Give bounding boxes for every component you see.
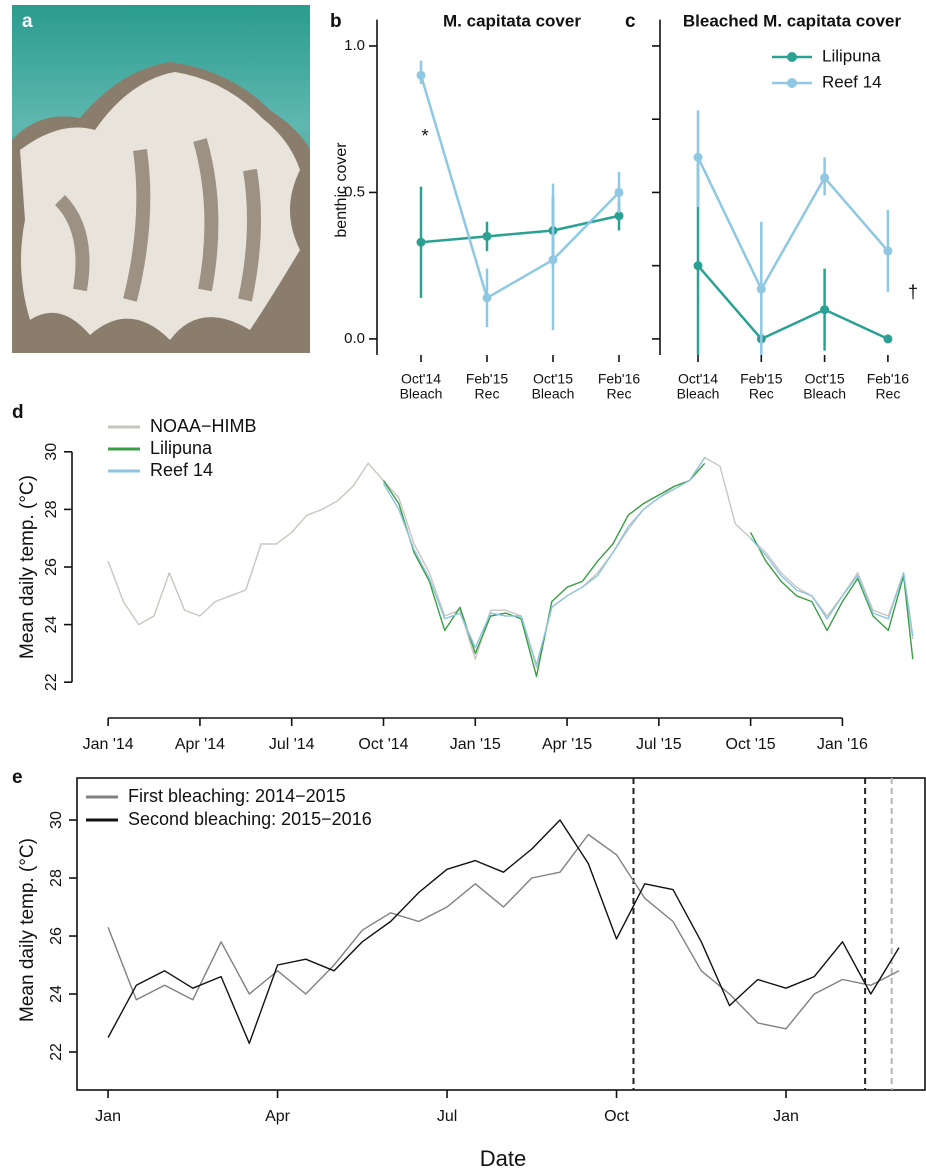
x-tick-label: Bleach bbox=[532, 386, 575, 402]
point bbox=[693, 261, 703, 271]
x-tick-label: Bleach bbox=[677, 386, 720, 402]
y-axis-label: benthic cover bbox=[333, 142, 350, 238]
point bbox=[416, 70, 426, 80]
point bbox=[482, 231, 492, 241]
coral-shadows bbox=[54, 138, 261, 302]
y-tick-label: 26 bbox=[48, 927, 65, 945]
x-tick-label: Rec bbox=[875, 386, 900, 402]
x-tick-label: Jul '15 bbox=[636, 736, 682, 753]
y-axis-label: Mean daily temp. (°C) bbox=[17, 475, 38, 659]
y-tick-label: 30 bbox=[43, 443, 60, 461]
panel-label: a bbox=[22, 11, 33, 32]
x-tick-label: Apr '15 bbox=[542, 736, 592, 753]
series-line bbox=[107, 833, 900, 1030]
x-tick-label: Feb'15 bbox=[740, 371, 783, 387]
photo bbox=[12, 5, 310, 353]
legend-label: Lilipuna bbox=[822, 46, 881, 65]
plot-area bbox=[416, 60, 624, 331]
chart-title: Bleached M. capitata cover bbox=[683, 11, 902, 30]
x-tick-label: Apr bbox=[265, 1108, 291, 1125]
annotation: * bbox=[421, 126, 428, 146]
x-tick-label: Feb'16 bbox=[867, 371, 910, 387]
point bbox=[614, 211, 624, 221]
series-line bbox=[382, 462, 914, 678]
series-line bbox=[107, 456, 914, 669]
y-tick-label: 30 bbox=[48, 811, 65, 829]
legend-label: NOAA−HIMB bbox=[150, 416, 257, 436]
x-tick-label: Rec bbox=[607, 386, 632, 402]
point bbox=[820, 305, 830, 315]
legend-label: Reef 14 bbox=[150, 460, 213, 480]
x-tick-label: Rec bbox=[749, 386, 774, 402]
x-axis-label: Date bbox=[480, 1146, 526, 1171]
panel-label: b bbox=[330, 11, 342, 32]
series-line bbox=[696, 156, 889, 291]
legend-marker bbox=[787, 78, 797, 88]
x-tick-label: Jan '14 bbox=[83, 736, 134, 753]
y-tick-label: 0.0 bbox=[344, 330, 365, 347]
y-tick-label: 26 bbox=[43, 558, 60, 576]
y-tick-label: 28 bbox=[43, 500, 60, 518]
legend-label: First bleaching: 2014−2015 bbox=[128, 786, 346, 806]
panel-label: d bbox=[12, 402, 24, 423]
x-tick-label: Feb'16 bbox=[598, 371, 641, 387]
annotation: † bbox=[908, 282, 918, 302]
x-tick-label: Jan bbox=[95, 1108, 121, 1125]
x-tick-label: Oct'15 bbox=[533, 371, 573, 387]
x-tick-label: Oct'14 bbox=[678, 371, 718, 387]
plot-area bbox=[107, 819, 900, 1044]
series-line bbox=[419, 74, 620, 300]
panel-label: e bbox=[12, 767, 23, 788]
point bbox=[482, 293, 492, 303]
point bbox=[756, 284, 766, 294]
plot-frame bbox=[76, 777, 926, 1091]
plot-area bbox=[693, 110, 893, 355]
series-line bbox=[420, 214, 620, 244]
point bbox=[416, 237, 426, 247]
x-tick-label: Feb'15 bbox=[466, 371, 509, 387]
x-tick-label: Jan bbox=[773, 1108, 799, 1125]
x-tick-label: Jan '16 bbox=[817, 736, 868, 753]
legend-label: Second bleaching: 2015−2016 bbox=[128, 809, 372, 829]
legend-marker bbox=[787, 52, 797, 62]
point bbox=[548, 255, 558, 265]
series-line bbox=[382, 457, 914, 666]
legend-label: Lilipuna bbox=[150, 438, 213, 458]
y-tick-label: 22 bbox=[43, 673, 60, 691]
x-tick-label: Bleach bbox=[803, 386, 846, 402]
chart-title: M. capitata cover bbox=[443, 11, 581, 30]
x-tick-label: Oct'15 bbox=[805, 371, 845, 387]
x-tick-label: Bleach bbox=[400, 386, 443, 402]
point bbox=[693, 152, 703, 162]
x-tick-label: Oct '15 bbox=[726, 736, 776, 753]
legend-label: Reef 14 bbox=[822, 72, 882, 91]
series-line bbox=[107, 819, 900, 1044]
y-axis-label: Mean daily temp. (°C) bbox=[17, 838, 38, 1022]
panel-label: c bbox=[625, 11, 636, 32]
y-tick-label: 24 bbox=[48, 985, 65, 1003]
x-tick-label: Jul '14 bbox=[269, 736, 315, 753]
y-tick-label: 0.5 bbox=[344, 183, 365, 200]
x-tick-label: Oct '14 bbox=[358, 736, 408, 753]
point bbox=[820, 173, 830, 183]
x-tick-label: Jan '15 bbox=[450, 736, 501, 753]
y-tick-label: 28 bbox=[48, 869, 65, 887]
point bbox=[883, 246, 893, 256]
y-tick-label: 24 bbox=[43, 616, 60, 634]
point bbox=[883, 334, 893, 344]
plot-area bbox=[107, 456, 914, 678]
x-tick-label: Oct'14 bbox=[401, 371, 441, 387]
series-line bbox=[697, 264, 889, 341]
x-tick-label: Apr '14 bbox=[175, 736, 225, 753]
y-tick-label: 22 bbox=[48, 1043, 65, 1061]
x-tick-label: Jul bbox=[437, 1108, 457, 1125]
x-tick-label: Oct bbox=[604, 1108, 629, 1125]
y-tick-label: 1.0 bbox=[344, 37, 365, 54]
coral-bleached bbox=[20, 72, 300, 340]
x-tick-label: Rec bbox=[475, 386, 500, 402]
point bbox=[614, 187, 624, 197]
